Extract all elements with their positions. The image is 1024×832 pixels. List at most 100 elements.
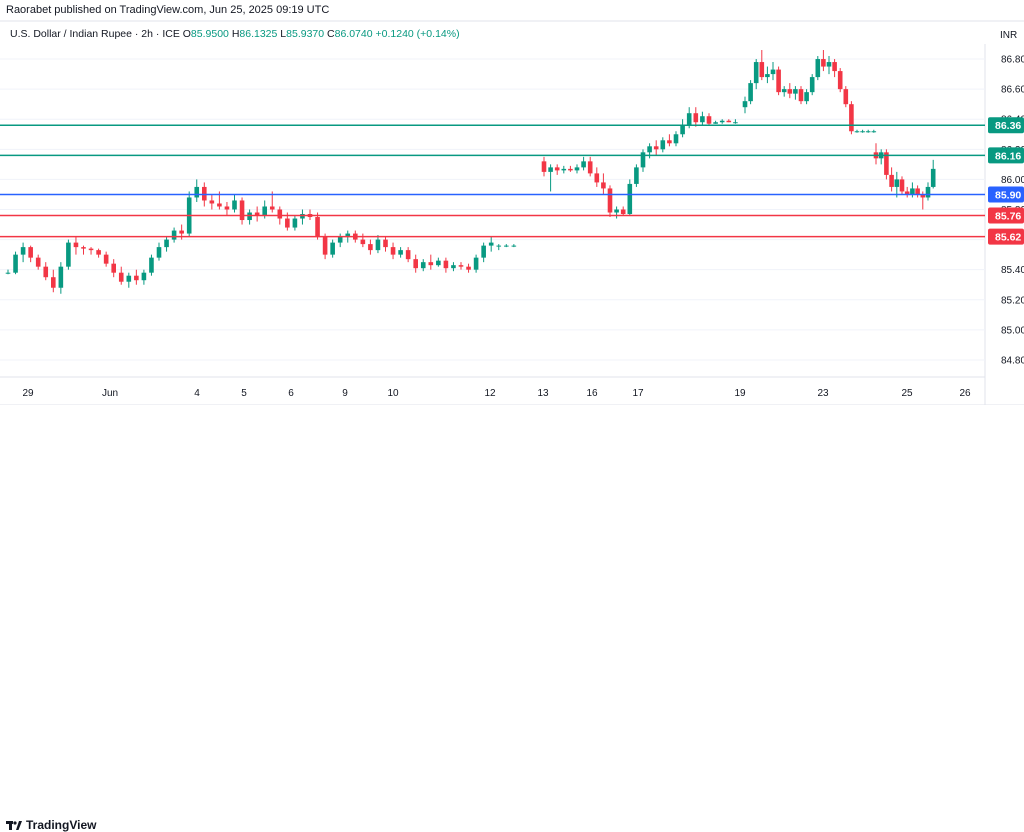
candle-body	[700, 116, 705, 123]
y-tick-label: 86.000	[1001, 175, 1024, 186]
high-label: H	[231, 28, 240, 40]
candle-body	[232, 200, 237, 210]
candle-body	[568, 168, 573, 171]
candle-body	[753, 62, 759, 84]
candle-body	[103, 254, 109, 264]
tradingview-logo-icon	[6, 821, 22, 830]
level-label: 86.36	[995, 120, 1021, 132]
x-tick-label: 9	[342, 388, 348, 399]
publisher-bar: Raorabet published on TradingView.com, J…	[0, 0, 1024, 20]
low-label: L	[280, 28, 287, 40]
candle-body	[360, 239, 366, 245]
candle-body	[781, 89, 787, 93]
candle-body	[390, 247, 396, 255]
candle-body	[35, 257, 41, 267]
y-tick-label: 85.200	[1001, 295, 1024, 306]
candle-body	[217, 203, 222, 207]
candle-body	[899, 179, 905, 192]
candle-body	[300, 214, 305, 219]
candle-body	[66, 242, 71, 267]
candle-body	[854, 131, 860, 133]
y-tick-label: 84.800	[1001, 355, 1024, 366]
candle-body	[488, 242, 494, 246]
candle-body	[660, 140, 666, 150]
candle-body	[511, 245, 517, 247]
candle-body	[915, 188, 920, 195]
candle-body	[315, 217, 320, 237]
candle-body	[443, 260, 449, 269]
candle-body	[541, 161, 547, 172]
y-tick-label: 85.000	[1001, 325, 1024, 336]
candle-body	[930, 168, 936, 187]
candle-body	[451, 265, 456, 269]
candle-body	[375, 239, 381, 251]
candle-body	[925, 186, 931, 198]
candle-body	[904, 191, 910, 195]
candle-body	[627, 183, 633, 215]
y-tick-label: 86.800	[1001, 55, 1024, 66]
candle-body	[88, 248, 94, 251]
tradingview-brand: TradingView	[26, 818, 97, 832]
candle-body	[561, 168, 567, 171]
candle-body	[920, 194, 926, 198]
candle-body	[345, 233, 351, 237]
level-label-bg	[988, 207, 1024, 224]
level-label-bg	[988, 117, 1024, 134]
x-tick-label: 6	[288, 388, 294, 399]
x-tick-label: 19	[734, 388, 746, 399]
level-label: 85.62	[995, 232, 1021, 244]
candle-body	[496, 245, 502, 247]
price-chart[interactable]: 84.80085.00085.20085.40085.60085.80086.0…	[0, 0, 1024, 405]
candle-body	[894, 179, 900, 187]
candle-body	[871, 131, 877, 133]
candle-body	[742, 101, 748, 108]
candle-body	[164, 239, 169, 248]
x-tick-label: 10	[387, 388, 399, 399]
candle-body	[96, 250, 101, 255]
candle-body	[634, 167, 639, 184]
candle-body	[910, 188, 915, 195]
candle-body	[420, 262, 426, 269]
candle-body	[798, 89, 804, 102]
candle-body	[13, 254, 18, 273]
candle-body	[322, 236, 328, 255]
candle-body	[793, 89, 798, 94]
candle-body	[594, 173, 600, 183]
candle-body	[860, 131, 865, 133]
candle-body	[330, 242, 335, 255]
candle-body	[653, 146, 659, 150]
candle-body	[466, 266, 471, 270]
x-tick-label: 25	[901, 388, 913, 399]
open-label: O	[182, 28, 191, 40]
candle-body	[809, 77, 815, 93]
candle-body	[292, 218, 298, 228]
candle-body	[826, 62, 832, 67]
candle-body	[554, 167, 560, 171]
candle-body	[149, 257, 154, 273]
candle-body	[20, 247, 26, 255]
x-tick-label: 12	[484, 388, 496, 399]
candle-body	[821, 59, 826, 67]
footer: TradingView	[0, 405, 1024, 832]
candle-body	[209, 200, 215, 204]
candle-body	[748, 83, 753, 102]
candle-body	[770, 69, 776, 75]
x-tick-label: 29	[22, 388, 34, 399]
x-tick-label: 23	[817, 388, 829, 399]
candle-body	[413, 259, 418, 269]
candle-body	[5, 272, 11, 274]
candle-body	[285, 218, 290, 228]
change-value: +0.1240 (+0.14%)	[375, 28, 460, 40]
candle-body	[620, 209, 626, 215]
candle-body	[436, 260, 441, 266]
candle-body	[759, 62, 765, 78]
candle-body	[428, 262, 434, 266]
close-value: 86.0740	[334, 28, 373, 40]
low-value: 85.9370	[286, 28, 325, 40]
candle-body	[787, 89, 793, 94]
candle-body	[884, 152, 889, 175]
y-tick-label: 85.400	[1001, 265, 1024, 276]
candle-body	[405, 250, 411, 260]
tradingview-logo[interactable]: TradingView	[6, 818, 96, 832]
candle-body	[733, 122, 738, 124]
